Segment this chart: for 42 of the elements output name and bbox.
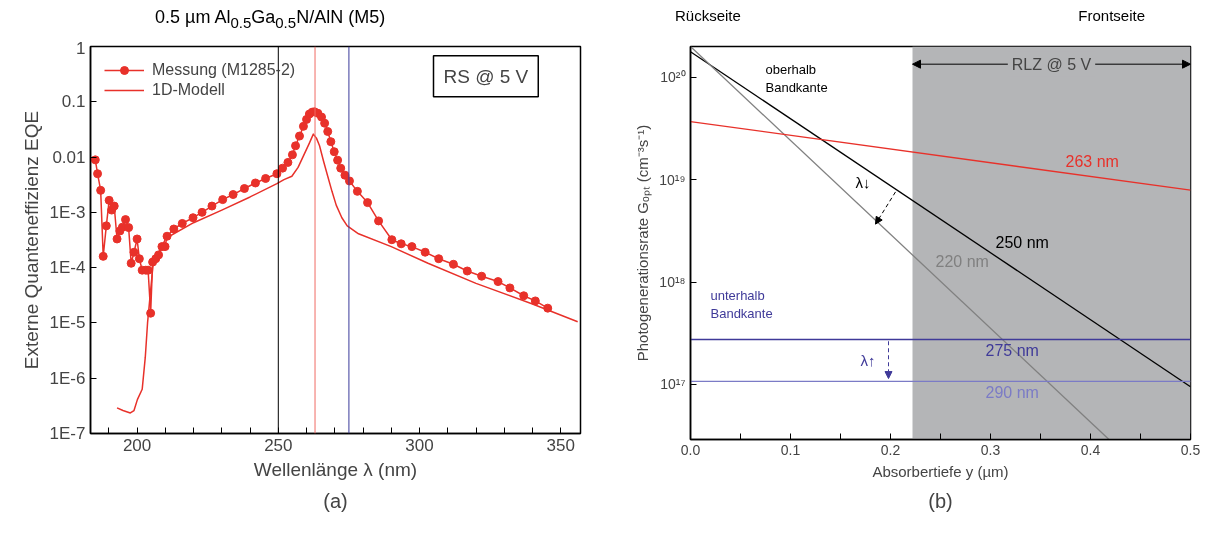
band-label: RLZ @ 5 V [1011,55,1092,73]
y-tick-label: 10¹⁷ [660,376,686,393]
x-tick-label: 0.1 [780,441,801,458]
y-axis-title: Photogenerationsrate Gₒₚₜ (cm⁻³s⁻¹) [634,124,653,362]
y-axis-title: Externe Quanteneffizienz EQE [20,110,42,370]
y-tick-label: 10²⁰ [660,69,686,86]
y-tick-label: 0.1 [61,92,86,112]
annotation: unterhalb Bandkante [710,288,773,322]
x-tick-label: 0.2 [880,441,901,458]
text: Frontseite [1077,6,1145,26]
series-label: 250 nm [995,233,1049,251]
y-tick-label: 1E-5 [49,313,86,333]
y-tick-label: 1E-7 [49,424,86,443]
x-axis-title: Absorbertiefe y (µm) [872,462,1009,480]
annotation: λ↑ [860,352,876,370]
x-tick-label: 0.4 [1080,441,1101,458]
y-tick-label: 1E-4 [49,258,86,278]
y-tick-label: 1E-3 [49,202,86,222]
y-tick-label: 0.01 [52,147,86,167]
text: Rückseite [674,6,742,26]
x-axis-title: Wellenlänge λ (nm) [253,458,418,480]
y-tick-label: 1E-6 [49,368,86,388]
x-tick-label: 300 [405,435,434,455]
text: (b) [928,489,953,512]
annotation: λ↓ [855,173,871,191]
x-tick-label: 0.3 [980,441,1001,458]
annotation: oberhalb Bandkante [765,62,828,96]
x-tick-label: 0.0 [680,441,701,458]
x-tick-label: 250 [264,435,293,455]
annotation: RS @ 5 V [443,65,529,87]
series-label: 275 nm [985,342,1039,360]
y-tick-label: 1 [76,38,86,58]
x-tick-label: 200 [122,435,152,455]
series-label: 290 nm [985,384,1039,402]
series-label: 263 nm [1065,153,1119,171]
text: (a) [323,489,348,512]
legend-label: 1D-Modell [152,81,225,99]
x-tick-label: 0.5 [1180,441,1201,458]
y-tick-label: 10¹⁹ [659,171,686,188]
chart-title: 0.5 µm Al$_{0.5}$Ga$_{0.5}$N/AlN (M5) [154,6,386,33]
x-tick-label: 350 [546,435,575,455]
y-tick-label: 10¹⁸ [659,274,686,291]
